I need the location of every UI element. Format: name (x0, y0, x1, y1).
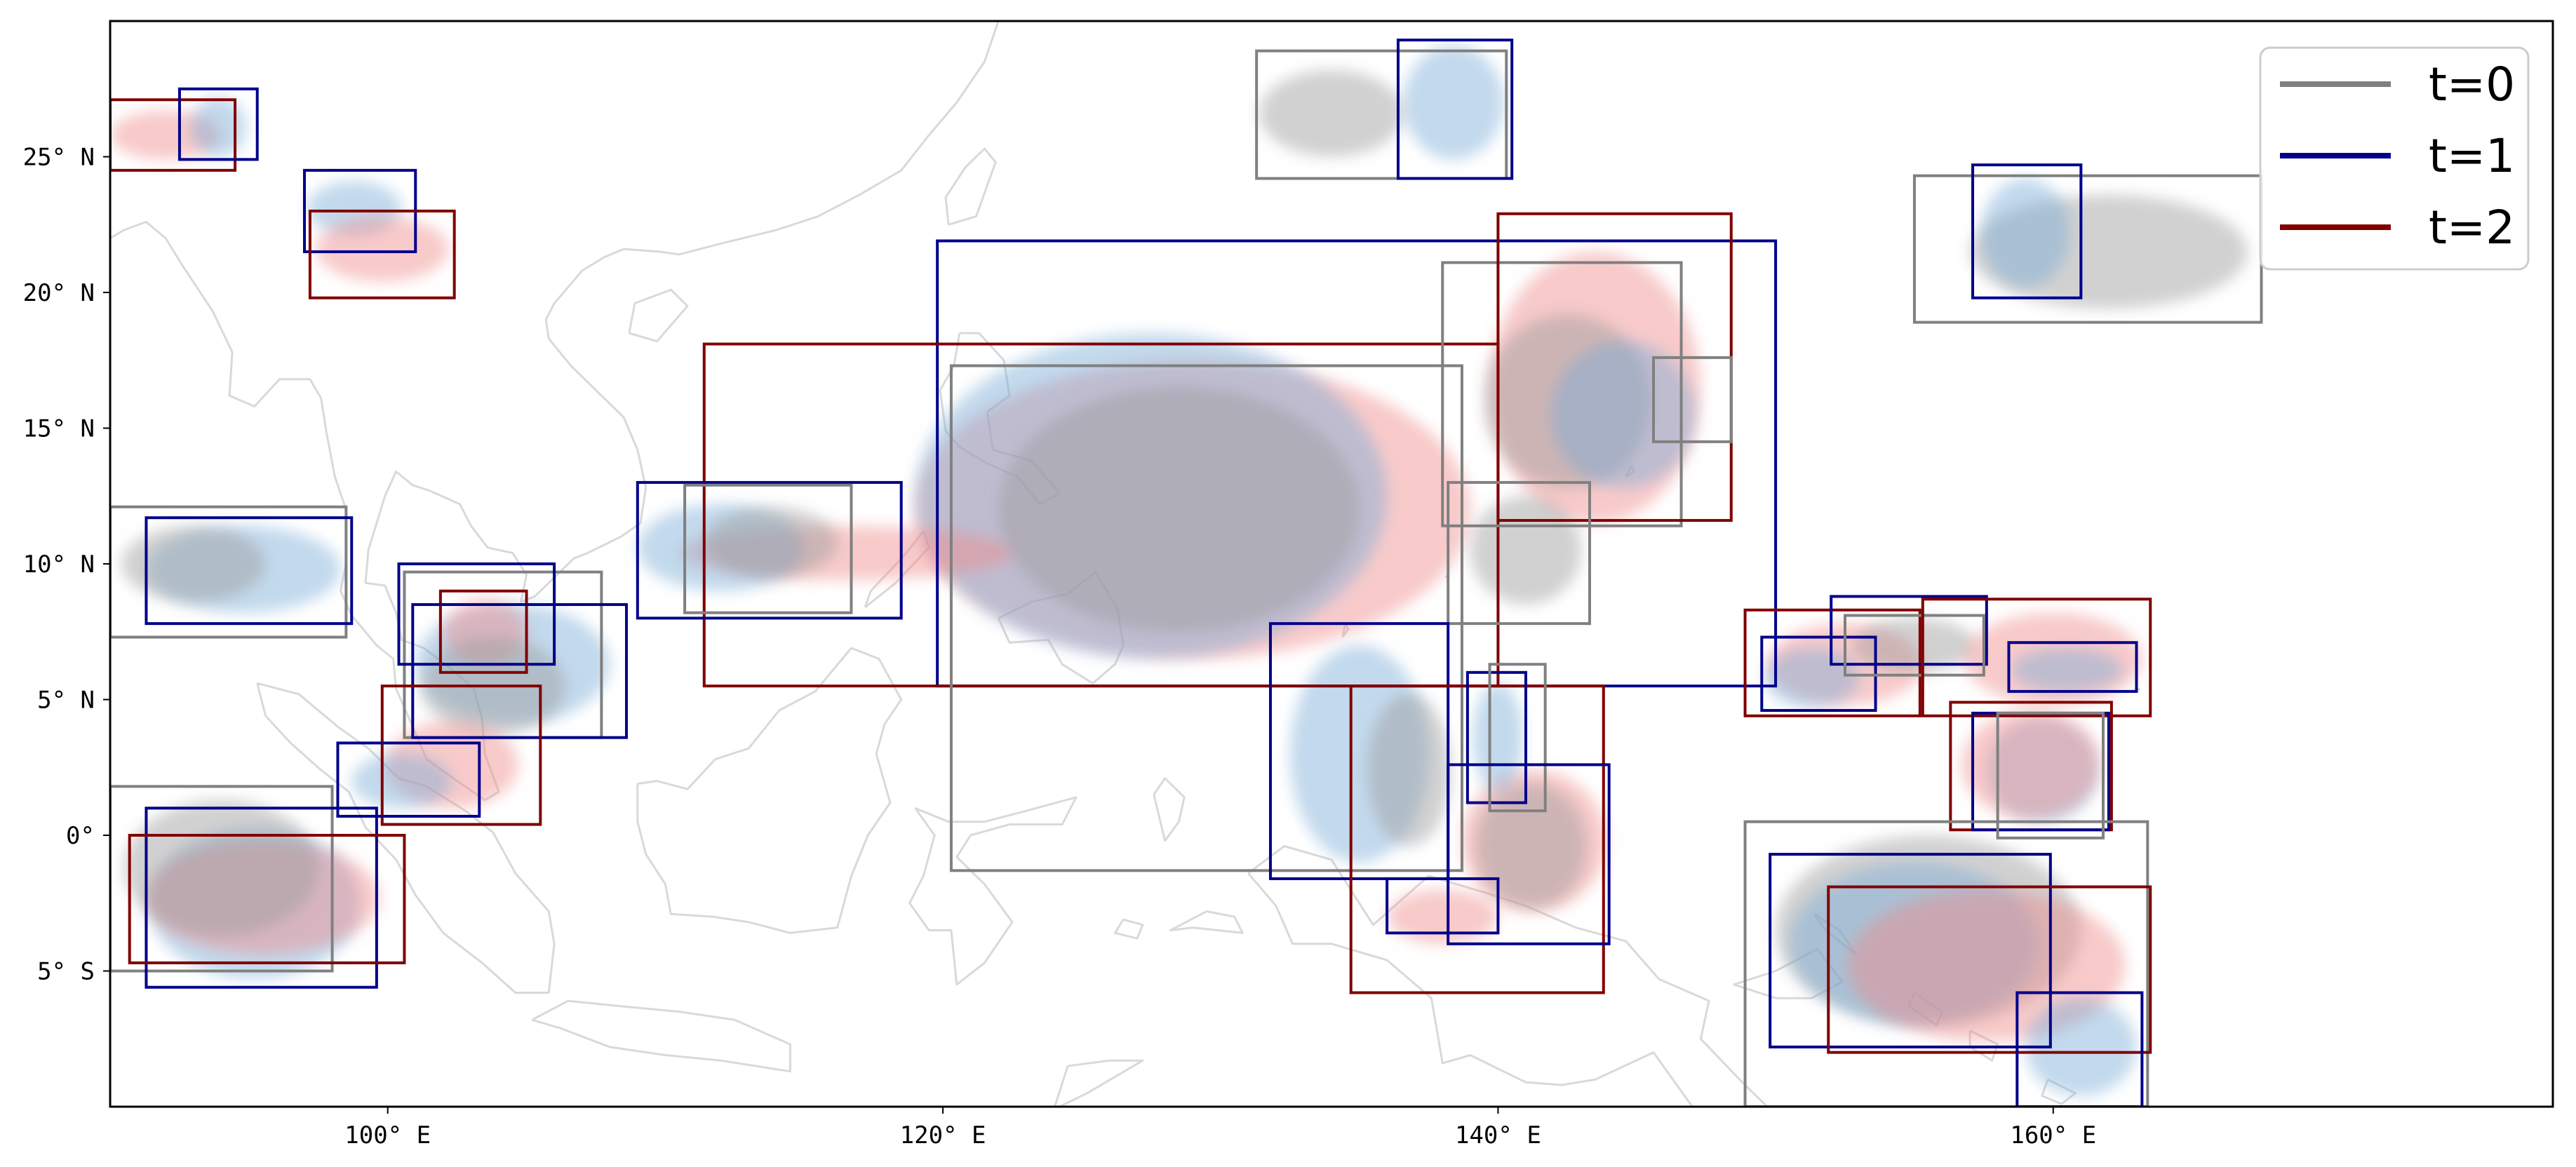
legend: t=0 t=1 t=2 (2259, 46, 2530, 271)
bounding-box-t0 (1441, 261, 1683, 527)
coastline (908, 796, 1078, 986)
bounding-box-t0 (110, 505, 348, 639)
coastline (1153, 777, 1186, 842)
y-tick-label: 0° (66, 822, 95, 850)
bounding-box-t1 (145, 807, 378, 989)
cloud-mask-t1 (1473, 683, 1524, 792)
cloud-mask-t1 (1403, 45, 1504, 160)
y-tick-label: 15° N (23, 415, 95, 443)
y-tick-label: 5° S (37, 958, 95, 986)
cloud-mask-t2 (315, 216, 449, 282)
coastline (531, 999, 791, 1073)
cloud-mask-t2 (1387, 889, 1498, 944)
coastline (1113, 918, 1144, 940)
bounding-box-t2 (1349, 684, 1605, 994)
bounding-box-t0 (110, 785, 334, 973)
legend-label-t0: t=0 (2429, 58, 2515, 112)
legend-label-t2: t=2 (2429, 201, 2515, 255)
bounding-box-t1 (1769, 853, 2052, 1048)
bounding-box-t1 (145, 516, 354, 626)
cloud-mask-t1 (351, 753, 452, 809)
bounding-box-t2 (1921, 598, 2152, 717)
cloud-mask-t0 (1259, 69, 1404, 157)
plot-content (110, 21, 2263, 1107)
cloud-mask-t2 (1961, 710, 2101, 819)
bounding-box-t1 (1447, 763, 1611, 945)
bounding-box-t2 (380, 684, 542, 826)
coastline (628, 288, 689, 343)
coastline (636, 647, 903, 934)
cloud-mask-t0 (1470, 496, 1582, 605)
bounding-box-t0 (1996, 711, 2105, 839)
bounding-box-t1 (636, 480, 903, 620)
cloud-mask-t1 (1980, 178, 2070, 288)
x-tick-label: 160° E (2010, 1121, 2096, 1149)
coastline (110, 21, 1000, 802)
bounding-box-t1 (2007, 641, 2138, 693)
cloud-mask-t0 (704, 506, 838, 578)
y-tick-label: 10° N (23, 551, 95, 579)
bounding-box-t0 (1255, 49, 1508, 180)
bounding-box-t2 (308, 209, 456, 299)
x-tick-label: 120° E (900, 1121, 986, 1149)
bounding-box-t1 (1971, 163, 2083, 299)
y-tick-label: 20° N (23, 279, 95, 307)
bounding-box-t1 (411, 603, 628, 739)
bounding-box-t1 (1830, 595, 1988, 666)
bounding-box-t2 (110, 98, 237, 172)
bounding-box-t2 (1827, 885, 2152, 1054)
bounding-box-t2 (128, 834, 406, 964)
bounding-box-t0 (1488, 663, 1547, 813)
bounding-box-t1 (1268, 622, 1450, 880)
bounding-box-t1 (336, 741, 481, 818)
bounding-box-t0 (1743, 820, 2149, 1107)
x-axis-ticks: 100° E 120° E 140° E 160° E (344, 1107, 2096, 1149)
bounding-box-t0 (1844, 614, 1985, 677)
bounding-box-t1 (177, 87, 259, 161)
x-tick-label: 100° E (344, 1121, 431, 1149)
bounding-box-t1 (397, 562, 556, 666)
cloud-mask-t0 (998, 387, 1360, 632)
bounding-box-t1 (1386, 877, 1500, 935)
bounding-box-t0 (1447, 480, 1591, 626)
x-tick-label: 140° E (1455, 1121, 1541, 1149)
cloud-mask-t0 (1367, 694, 1451, 846)
cloud-mask-t1 (2011, 647, 2123, 692)
bounding-box-layer (110, 39, 2263, 1107)
bounding-box-t0 (1651, 356, 1733, 443)
bounding-box-t0 (949, 364, 1463, 872)
y-tick-label: 5° N (37, 687, 95, 715)
y-tick-label: 25° N (23, 144, 95, 172)
coastline (1169, 910, 1244, 934)
bounding-box-t0 (683, 483, 853, 614)
bounding-box-t1 (1396, 39, 1514, 180)
cloud-mask-t1 (2025, 998, 2137, 1096)
cloud-mask-t0 (121, 525, 266, 602)
cloud-mask-t1 (1550, 341, 1696, 488)
legend-frame (2259, 46, 2530, 271)
coastline (1053, 1059, 1144, 1107)
y-axis-ticks: 25° N 20° N 15° N 10° N 5° N 0° 5° S (23, 144, 110, 986)
bounding-box-t1 (1465, 670, 1527, 804)
cloud-mask-t1 (190, 97, 246, 157)
bounding-box-t2 (438, 589, 528, 674)
cloud-mask-t0 (123, 800, 318, 936)
cloud-mask-t0 (1853, 618, 1975, 673)
legend-label-t1: t=1 (2429, 129, 2515, 183)
cloud-mask-t0 (1475, 783, 1588, 909)
coastline (944, 147, 997, 226)
